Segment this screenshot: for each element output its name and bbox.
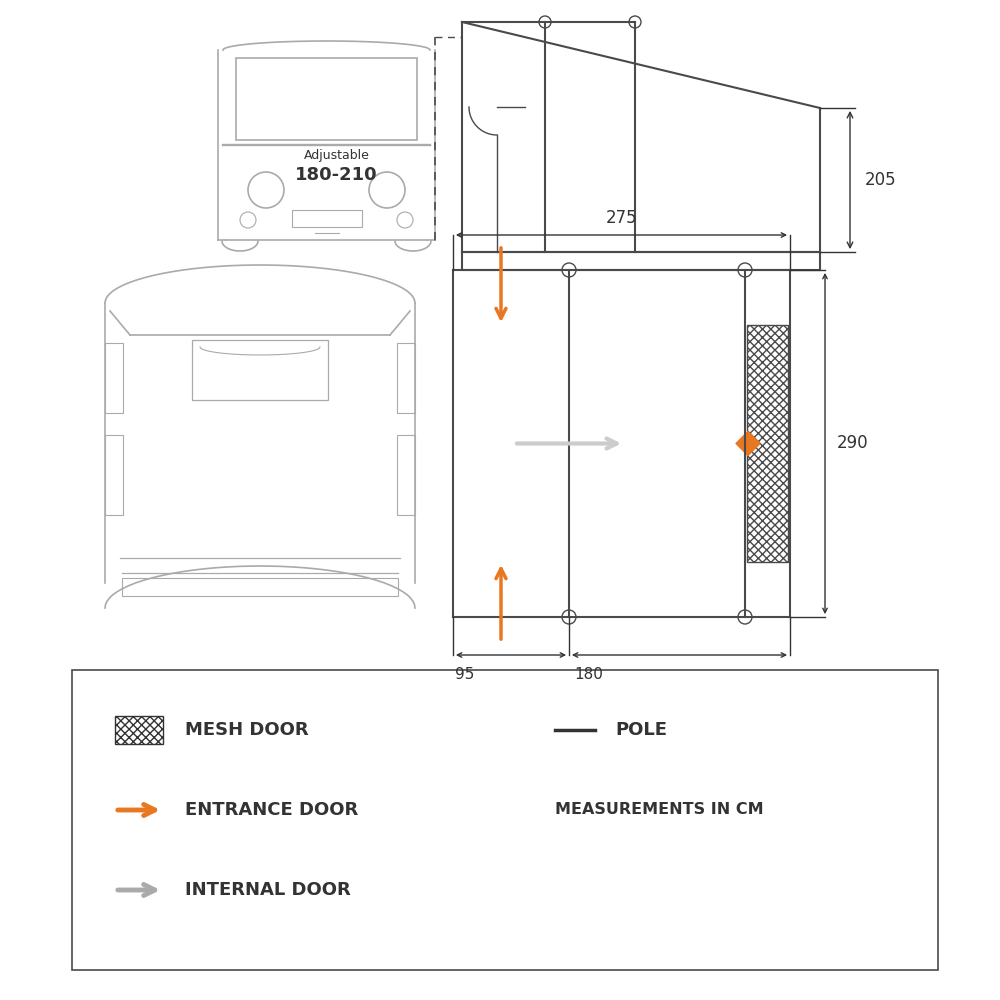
Bar: [236, 58, 417, 140]
Bar: [115, 716, 163, 744]
Text: Adjustable: Adjustable: [304, 148, 369, 161]
Text: 180-210: 180-210: [295, 166, 378, 184]
Text: MESH DOOR: MESH DOOR: [185, 721, 309, 739]
Text: 275: 275: [606, 209, 637, 227]
Bar: [397, 343, 415, 413]
Circle shape: [629, 16, 641, 28]
Bar: [397, 435, 415, 515]
Circle shape: [562, 263, 576, 277]
Circle shape: [738, 610, 752, 624]
Bar: [292, 210, 362, 227]
Bar: [105, 435, 123, 515]
Text: INTERNAL DOOR: INTERNAL DOOR: [185, 881, 351, 899]
Circle shape: [738, 263, 752, 277]
Bar: [105, 343, 123, 413]
Circle shape: [562, 610, 576, 624]
Bar: [747, 325, 788, 562]
Bar: [192, 340, 328, 400]
Bar: [122, 578, 398, 596]
Circle shape: [539, 16, 551, 28]
Text: ENTRANCE DOOR: ENTRANCE DOOR: [185, 801, 358, 819]
Text: 180: 180: [574, 667, 603, 682]
Text: 205: 205: [865, 171, 897, 189]
Bar: [462, 252, 820, 270]
Text: POLE: POLE: [615, 721, 667, 739]
Text: 95: 95: [455, 667, 474, 682]
Polygon shape: [736, 432, 760, 456]
Text: 290: 290: [837, 434, 869, 452]
Text: MEASUREMENTS IN CM: MEASUREMENTS IN CM: [555, 802, 764, 818]
Bar: [72, 670, 938, 970]
